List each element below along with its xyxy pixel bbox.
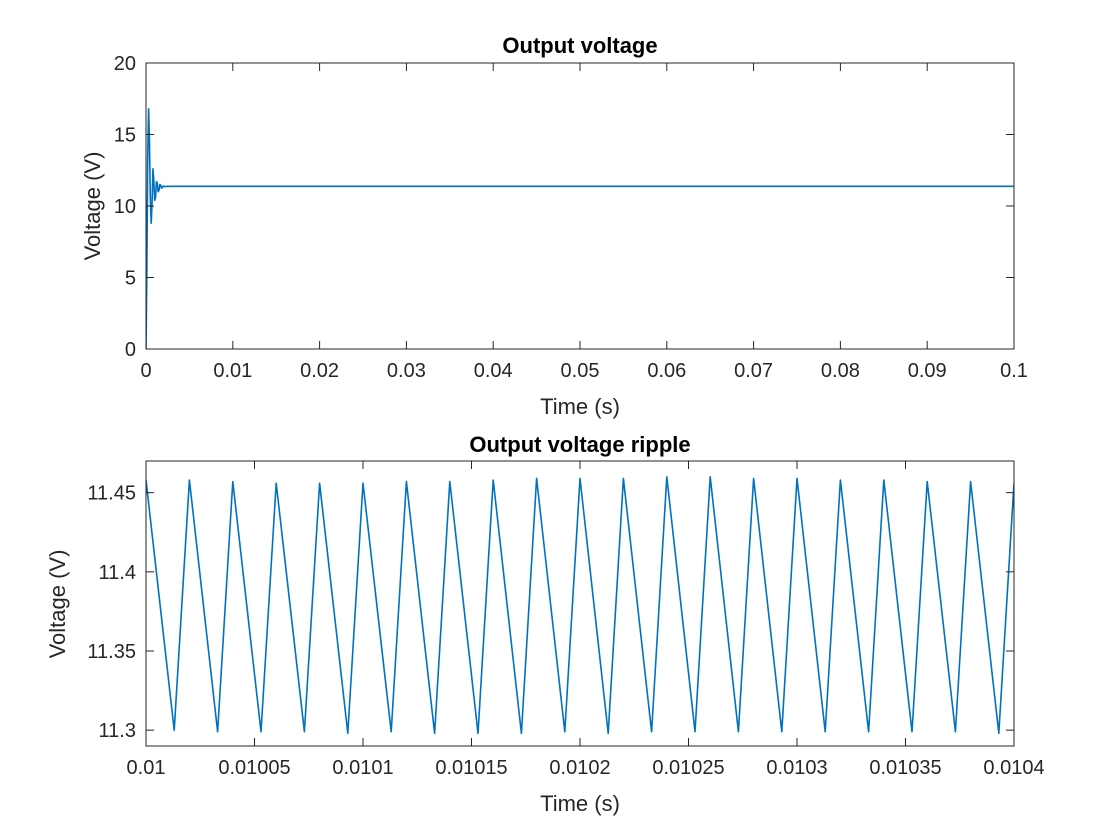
x-tick-label: 0.05 xyxy=(561,360,600,382)
y-tick-label: 15 xyxy=(114,125,136,147)
x-tick-label: 0.02 xyxy=(300,360,339,382)
y-tick-label: 11.3 xyxy=(99,720,136,742)
x-tick-label: 0.01005 xyxy=(218,757,290,779)
x-tick-label: 0.09 xyxy=(908,360,947,382)
x-tick-label: 0 xyxy=(140,360,151,382)
chart-title: Output voltage xyxy=(502,33,657,58)
chart-output-voltage-ripple: Output voltage ripple 0.01 0.01005 0.0101 0… xyxy=(45,432,1045,816)
chart-title: Output voltage ripple xyxy=(469,432,690,457)
x-tick-label: 0.01015 xyxy=(435,757,507,779)
y-tick-label: 11.45 xyxy=(87,483,136,505)
x-tick-label: 0.06 xyxy=(647,360,686,382)
x-axis-label: Time (s) xyxy=(540,394,620,419)
y-axis-label: Voltage (V) xyxy=(45,550,70,659)
x-tick-label: 0.0101 xyxy=(332,757,393,779)
x-tick-label: 0.04 xyxy=(474,360,513,382)
x-tick-label: 0.01025 xyxy=(652,757,724,779)
x-tick-label: 0.03 xyxy=(387,360,426,382)
chart-output-voltage: Output voltage 0 0.01 0.02 0.03 0.04 0.05 0.06… xyxy=(80,33,1028,419)
x-tick-label: 0.0102 xyxy=(549,757,610,779)
x-axis-label: Time (s) xyxy=(540,791,620,816)
x-axis: 0 0.01 0.02 0.03 0.04 0.05 0.06 0.07 0.08 0.09 0.1 xyxy=(140,63,1028,382)
x-tick-label: 0.08 xyxy=(821,360,860,382)
x-tick-label: 0.01 xyxy=(213,360,252,382)
y-tick-label: 11.35 xyxy=(87,641,136,663)
y-axis: 11.3 11.35 11.4 11.45 xyxy=(87,483,1014,742)
y-axis-label: Voltage (V) xyxy=(80,152,105,261)
y-tick-label: 0 xyxy=(125,339,136,361)
y-tick-label: 10 xyxy=(114,196,136,218)
x-tick-label: 0.1 xyxy=(1000,360,1028,382)
y-tick-label: 5 xyxy=(125,268,136,290)
series-line xyxy=(146,107,1014,349)
x-tick-label: 0.01 xyxy=(127,757,166,779)
x-tick-label: 0.01035 xyxy=(869,757,941,779)
y-axis: 0 5 10 15 20 xyxy=(114,53,1014,361)
x-tick-label: 0.07 xyxy=(734,360,773,382)
series-line xyxy=(146,476,1014,735)
plot-area xyxy=(145,62,1015,350)
plot-area xyxy=(145,460,1015,747)
y-tick-label: 11.4 xyxy=(99,562,136,584)
x-tick-label: 0.0104 xyxy=(983,757,1044,779)
y-tick-label: 20 xyxy=(114,53,136,75)
x-axis: 0.01 0.01005 0.0101 0.01015 0.0102 0.01025 0.0… xyxy=(127,461,1045,779)
x-tick-label: 0.0103 xyxy=(766,757,827,779)
